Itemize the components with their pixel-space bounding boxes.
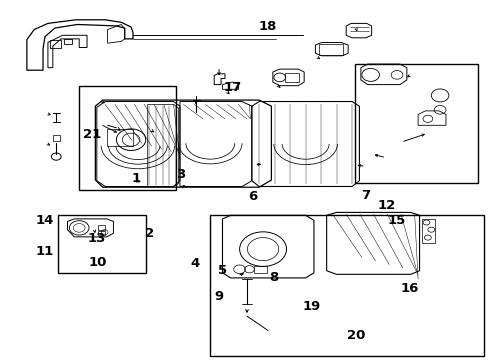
Bar: [421, 219, 434, 243]
Text: 4: 4: [190, 257, 199, 270]
Text: 18: 18: [258, 21, 277, 33]
Bar: [254, 266, 266, 273]
Text: 16: 16: [400, 282, 418, 295]
Bar: [318, 44, 343, 55]
Text: 8: 8: [269, 271, 278, 284]
Text: 10: 10: [88, 256, 107, 269]
Text: 13: 13: [87, 232, 106, 245]
Bar: [53, 135, 60, 141]
Bar: [106, 129, 133, 146]
Text: 6: 6: [247, 190, 256, 203]
Bar: [58, 215, 145, 273]
Text: 3: 3: [176, 168, 185, 181]
Text: 14: 14: [36, 214, 54, 227]
Text: 2: 2: [144, 227, 153, 240]
Text: 15: 15: [387, 214, 406, 227]
Text: 21: 21: [82, 129, 101, 141]
Text: 11: 11: [36, 245, 54, 258]
Text: 9: 9: [214, 291, 223, 303]
Text: 19: 19: [302, 300, 321, 313]
Bar: [284, 73, 299, 82]
Bar: [63, 39, 72, 44]
Text: 20: 20: [346, 329, 365, 342]
Bar: [98, 225, 105, 230]
Text: 1: 1: [131, 172, 140, 185]
Bar: [210, 215, 483, 356]
Bar: [50, 40, 61, 48]
Bar: [98, 231, 105, 235]
Text: 7: 7: [361, 189, 369, 202]
Text: 5: 5: [218, 264, 226, 277]
Bar: [79, 86, 176, 190]
Bar: [354, 64, 477, 183]
Text: 17: 17: [223, 81, 242, 94]
Text: 12: 12: [376, 199, 395, 212]
